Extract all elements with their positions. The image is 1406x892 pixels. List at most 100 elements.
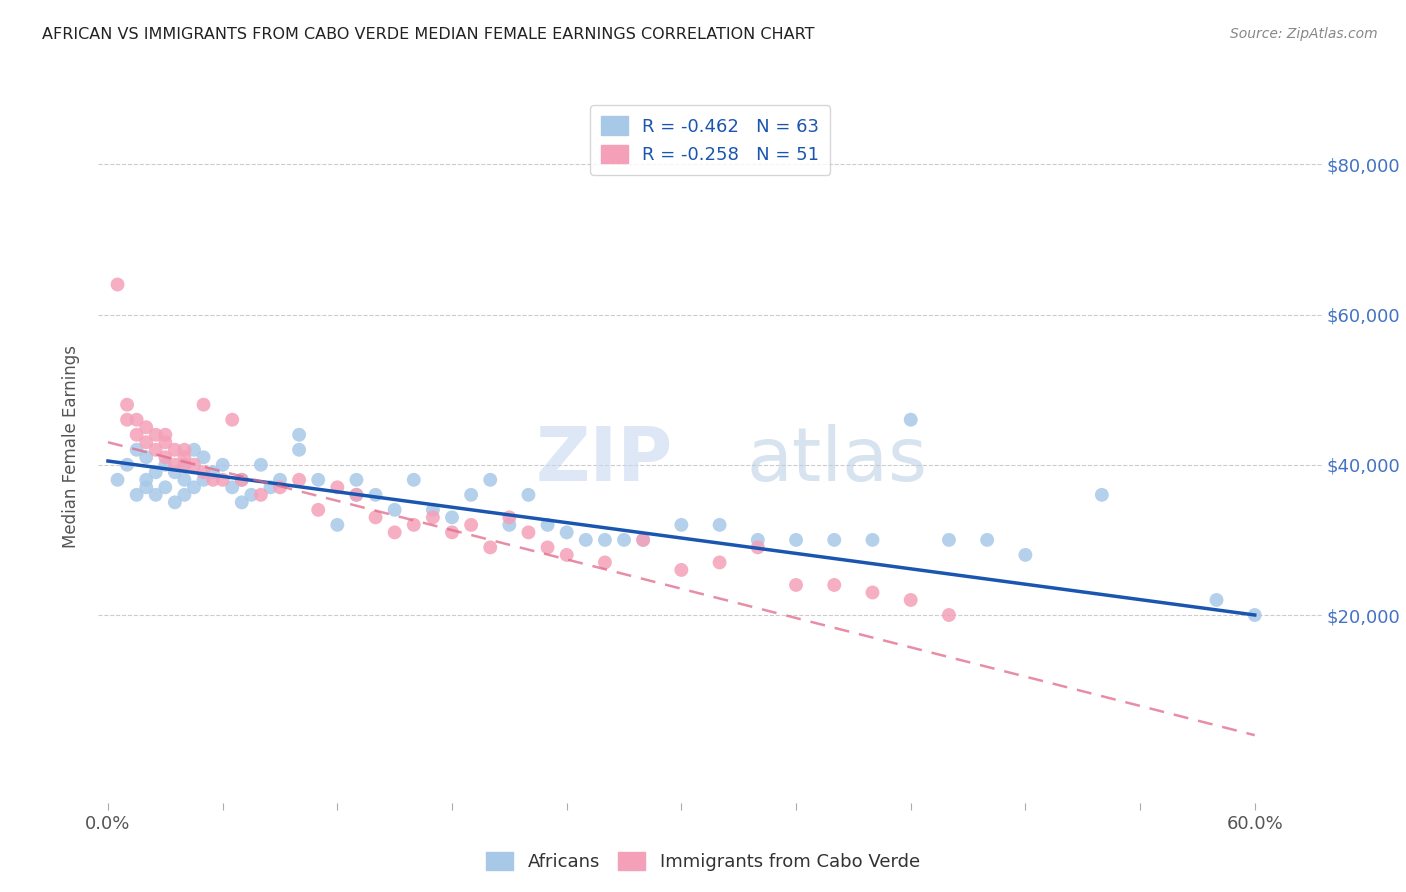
- Point: [517, 525, 540, 540]
- Point: [536, 517, 558, 532]
- Point: [288, 442, 311, 457]
- Point: [240, 488, 263, 502]
- Point: [231, 495, 253, 509]
- Point: [107, 277, 129, 292]
- Point: [1014, 548, 1036, 562]
- Point: [862, 533, 884, 547]
- Point: [193, 465, 215, 479]
- Point: [517, 488, 540, 502]
- Point: [900, 593, 922, 607]
- Point: [384, 525, 406, 540]
- Point: [145, 442, 167, 457]
- Point: [155, 450, 177, 465]
- Point: [115, 413, 138, 427]
- Point: [346, 488, 368, 502]
- Point: [536, 541, 558, 555]
- Point: [288, 427, 311, 442]
- Point: [269, 473, 291, 487]
- Point: [346, 488, 368, 502]
- Point: [498, 510, 520, 524]
- Point: [135, 435, 157, 450]
- Point: [709, 517, 731, 532]
- Point: [183, 442, 205, 457]
- Text: Source: ZipAtlas.com: Source: ZipAtlas.com: [1230, 27, 1378, 41]
- Point: [163, 458, 186, 472]
- Point: [221, 480, 243, 494]
- Point: [422, 503, 444, 517]
- Point: [346, 473, 368, 487]
- Point: [307, 503, 329, 517]
- Point: [862, 585, 884, 599]
- Point: [384, 503, 406, 517]
- Point: [460, 488, 482, 502]
- Point: [785, 578, 807, 592]
- Point: [173, 450, 195, 465]
- Point: [202, 473, 225, 487]
- Point: [269, 480, 291, 494]
- Point: [125, 488, 148, 502]
- Point: [125, 427, 148, 442]
- Point: [193, 473, 215, 487]
- Point: [202, 465, 225, 479]
- Point: [747, 533, 769, 547]
- Point: [593, 556, 616, 570]
- Point: [107, 473, 129, 487]
- Point: [173, 458, 195, 472]
- Point: [555, 548, 578, 562]
- Point: [1091, 488, 1114, 502]
- Point: [671, 563, 693, 577]
- Point: [364, 488, 387, 502]
- Point: [402, 473, 425, 487]
- Point: [785, 533, 807, 547]
- Point: [479, 473, 502, 487]
- Point: [183, 458, 205, 472]
- Point: [326, 517, 349, 532]
- Point: [709, 556, 731, 570]
- Point: [631, 533, 654, 547]
- Legend: Africans, Immigrants from Cabo Verde: Africans, Immigrants from Cabo Verde: [479, 845, 927, 879]
- Point: [155, 435, 177, 450]
- Point: [671, 517, 693, 532]
- Point: [211, 473, 233, 487]
- Point: [145, 427, 167, 442]
- Point: [288, 473, 311, 487]
- Point: [250, 458, 273, 472]
- Point: [1205, 593, 1227, 607]
- Point: [125, 413, 148, 427]
- Point: [135, 420, 157, 434]
- Point: [364, 510, 387, 524]
- Point: [938, 607, 960, 622]
- Text: ZIP: ZIP: [536, 424, 673, 497]
- Point: [1243, 607, 1265, 622]
- Point: [593, 533, 616, 547]
- Point: [163, 495, 186, 509]
- Text: atlas: atlas: [747, 424, 928, 497]
- Text: AFRICAN VS IMMIGRANTS FROM CABO VERDE MEDIAN FEMALE EARNINGS CORRELATION CHART: AFRICAN VS IMMIGRANTS FROM CABO VERDE ME…: [42, 27, 814, 42]
- Point: [145, 488, 167, 502]
- Point: [193, 398, 215, 412]
- Point: [193, 450, 215, 465]
- Point: [155, 427, 177, 442]
- Point: [440, 525, 463, 540]
- Point: [460, 517, 482, 532]
- Point: [163, 442, 186, 457]
- Point: [402, 517, 425, 532]
- Point: [479, 541, 502, 555]
- Point: [823, 533, 845, 547]
- Point: [155, 480, 177, 494]
- Point: [135, 473, 157, 487]
- Point: [173, 473, 195, 487]
- Point: [135, 450, 157, 465]
- Point: [326, 480, 349, 494]
- Point: [422, 510, 444, 524]
- Point: [115, 398, 138, 412]
- Legend: R = -0.462   N = 63, R = -0.258   N = 51: R = -0.462 N = 63, R = -0.258 N = 51: [591, 105, 830, 175]
- Point: [173, 442, 195, 457]
- Point: [747, 541, 769, 555]
- Y-axis label: Median Female Earnings: Median Female Earnings: [62, 344, 80, 548]
- Point: [823, 578, 845, 592]
- Point: [259, 480, 281, 494]
- Point: [555, 525, 578, 540]
- Point: [307, 473, 329, 487]
- Point: [163, 465, 186, 479]
